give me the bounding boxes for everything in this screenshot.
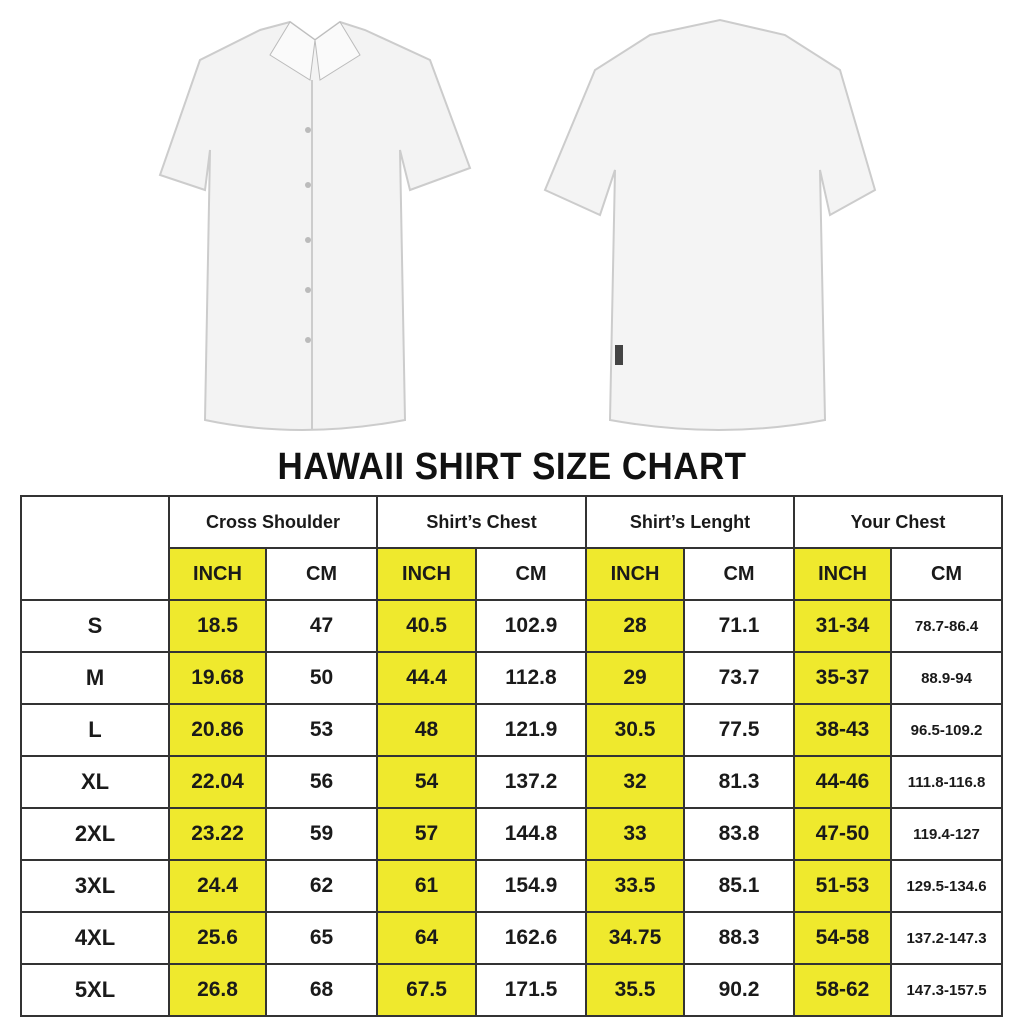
inch-value: 25.6 [168, 911, 267, 965]
inch-value: 44-46 [793, 755, 893, 809]
table-row: 2XL 23.22 59 57 144.8 33 83.8 47-50 119.4-127 [20, 807, 1004, 861]
table-row: 5XL 26.8 68 67.5 171.5 35.5 90.2 58-62 147.3-157… [20, 963, 1004, 1017]
inch-value: 38-43 [793, 703, 893, 757]
inch-value: 28 [585, 599, 686, 653]
group-header: Your Chest [793, 495, 1004, 549]
table-row: XL 22.04 56 54 137.2 32 81.3 44-46 111.8-116.8 [20, 755, 1004, 809]
cm-value: 154.9 [474, 859, 588, 913]
cm-value: 53 [265, 703, 378, 757]
cm-value: 81.3 [683, 755, 796, 809]
size-label: M [20, 651, 170, 705]
cm-value: 88.9-94 [890, 651, 1004, 705]
inch-value: 24.4 [168, 859, 267, 913]
inch-value: 34.75 [585, 911, 686, 965]
cm-value: 47 [265, 599, 378, 653]
cm-value: 137.2-147.3 [890, 911, 1004, 965]
inch-value: 35.5 [585, 963, 686, 1017]
inch-value: 33 [585, 807, 686, 861]
cm-value: 85.1 [683, 859, 796, 913]
inch-value: 48 [376, 703, 477, 757]
cm-value: 129.5-134.6 [890, 859, 1004, 913]
size-chart-table: Cross Shoulder Shirt’s Chest Shirt’s Len… [20, 495, 1004, 1017]
table-row: M 19.68 50 44.4 112.8 29 73.7 35-37 88.9-94 [20, 651, 1004, 705]
cm-value: 96.5-109.2 [890, 703, 1004, 757]
table-row: 3XL 24.4 62 61 154.9 33.5 85.1 51-53 129.5-134.6 [20, 859, 1004, 913]
group-header: Shirt’s Lenght [585, 495, 796, 549]
size-label: S [20, 599, 170, 653]
size-label: 4XL [20, 911, 170, 965]
cm-value: 147.3-157.5 [890, 963, 1004, 1017]
cm-value: 73.7 [683, 651, 796, 705]
cm-value: 71.1 [683, 599, 796, 653]
inch-value: 47-50 [793, 807, 893, 861]
unit-header-row: INCH CM INCH CM INCH CM INCH CM [21, 547, 1004, 601]
cm-value: 90.2 [683, 963, 796, 1017]
cm-value: 171.5 [474, 963, 588, 1017]
size-label: 3XL [20, 859, 170, 913]
inch-value: 58-62 [793, 963, 893, 1017]
inch-value: 35-37 [793, 651, 893, 705]
unit-header-inch: INCH [168, 547, 267, 601]
shirt-front-image [158, 20, 472, 431]
cm-value: 83.8 [683, 807, 796, 861]
inch-value: 54 [376, 755, 477, 809]
cm-value: 144.8 [474, 807, 588, 861]
inch-value: 29 [585, 651, 686, 705]
unit-header-cm: CM [474, 547, 588, 601]
inch-value: 19.68 [168, 651, 267, 705]
unit-header-cm: CM [683, 547, 796, 601]
cm-value: 102.9 [474, 599, 588, 653]
size-label: 5XL [20, 963, 170, 1017]
group-header: Cross Shoulder [168, 495, 378, 549]
inch-value: 67.5 [376, 963, 477, 1017]
cm-value: 59 [265, 807, 378, 861]
inch-value: 33.5 [585, 859, 686, 913]
cm-value: 65 [265, 911, 378, 965]
cm-value: 121.9 [474, 703, 588, 757]
inch-value: 23.22 [168, 807, 267, 861]
corner-cell [20, 495, 170, 601]
inch-value: 51-53 [793, 859, 893, 913]
cm-value: 162.6 [474, 911, 588, 965]
inch-value: 64 [376, 911, 477, 965]
inch-value: 61 [376, 859, 477, 913]
unit-header-cm: CM [265, 547, 378, 601]
chart-title: HAWAII SHIRT SIZE CHART [277, 446, 747, 488]
table-row: S 18.5 47 40.5 102.9 28 71.1 31-34 78.7-86.4 [20, 599, 1004, 653]
cm-value: 77.5 [683, 703, 796, 757]
inch-value: 22.04 [168, 755, 267, 809]
group-header-row: Cross Shoulder Shirt’s Chest Shirt’s Len… [20, 495, 1004, 601]
shirt-back-image [543, 18, 877, 431]
unit-header-inch: INCH [376, 547, 477, 601]
cm-value: 137.2 [474, 755, 588, 809]
table-row: L 20.86 53 48 121.9 30.5 77.5 38-43 96.5-109.2 [20, 703, 1004, 757]
group-header: Shirt’s Chest [375, 495, 588, 549]
inch-value: 32 [585, 755, 686, 809]
inch-value: 26.8 [168, 963, 267, 1017]
unit-header-inch: INCH [793, 547, 893, 601]
cm-value: 68 [265, 963, 378, 1017]
inch-value: 57 [376, 807, 477, 861]
table-row: 4XL 25.6 65 64 162.6 34.75 88.3 54-58 137.2-147.… [20, 911, 1004, 965]
size-label: 2XL [20, 807, 170, 861]
inch-value: 20.86 [168, 703, 267, 757]
inch-value: 54-58 [793, 911, 893, 965]
cm-value: 78.7-86.4 [890, 599, 1004, 653]
inch-value: 18.5 [168, 599, 267, 653]
unit-header-inch: INCH [585, 547, 686, 601]
size-label: L [20, 703, 170, 757]
inch-value: 44.4 [376, 651, 477, 705]
cm-value: 111.8-116.8 [890, 755, 1004, 809]
cm-value: 62 [265, 859, 378, 913]
cm-value: 112.8 [474, 651, 588, 705]
cm-value: 88.3 [683, 911, 796, 965]
cm-value: 56 [265, 755, 378, 809]
inch-value: 30.5 [585, 703, 686, 757]
cm-value: 50 [265, 651, 378, 705]
inch-value: 31-34 [793, 599, 893, 653]
unit-header-cm: CM [890, 547, 1004, 601]
size-label: XL [20, 755, 170, 809]
inch-value: 40.5 [376, 599, 477, 653]
cm-value: 119.4-127 [890, 807, 1004, 861]
